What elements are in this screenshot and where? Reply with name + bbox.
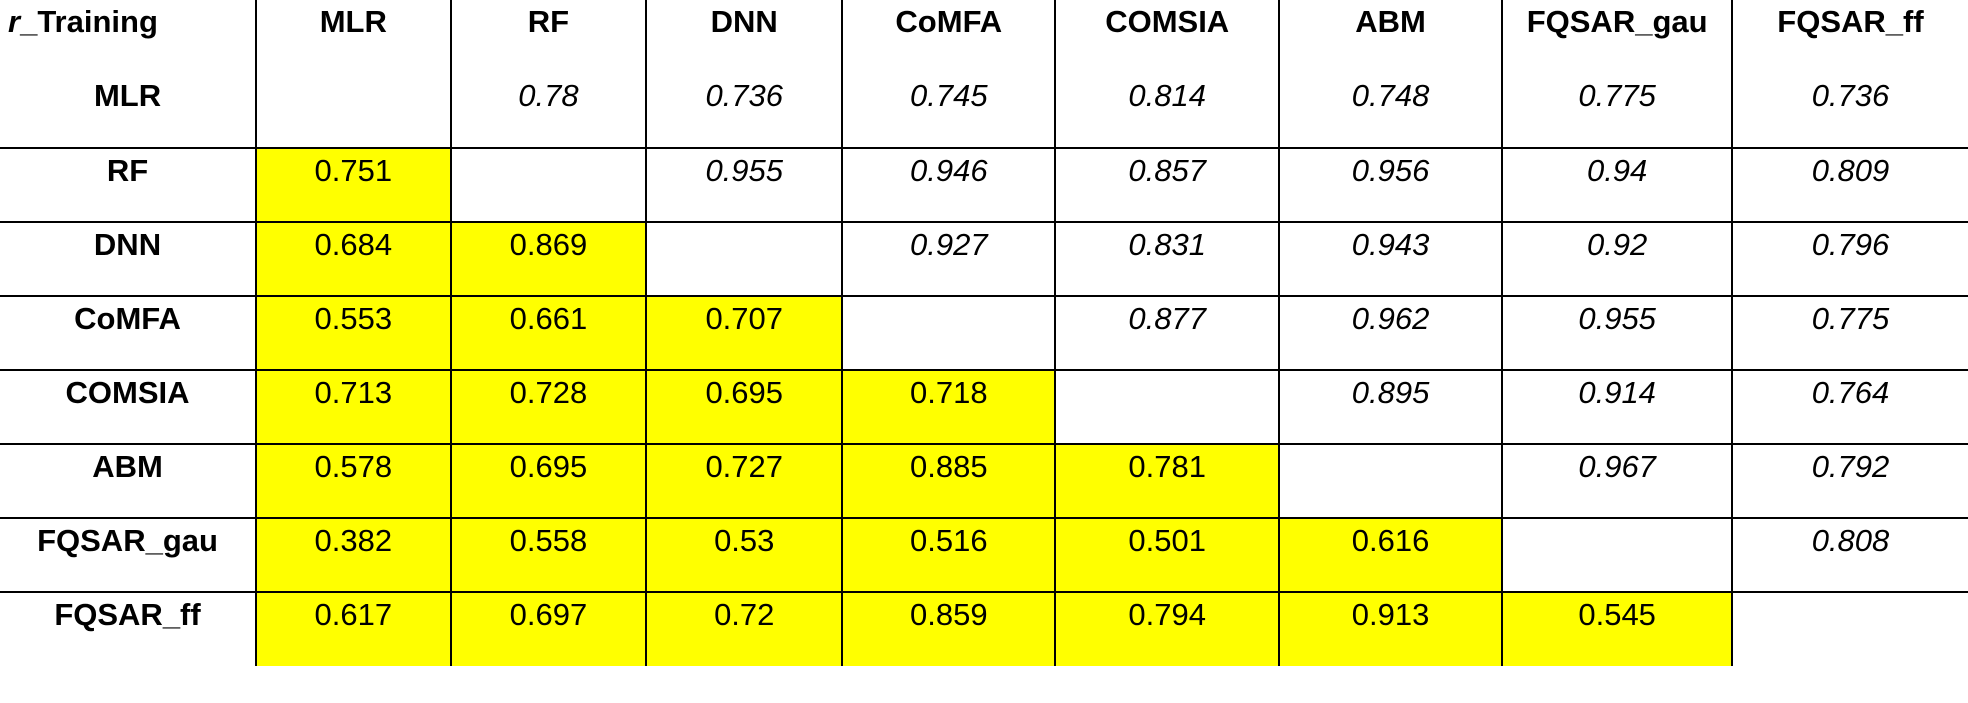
upper-cell: 0.792 bbox=[1730, 443, 1968, 519]
column-header: DNN bbox=[645, 0, 844, 74]
upper-cell: 0.814 bbox=[1054, 74, 1280, 149]
diagonal-cell bbox=[1054, 369, 1280, 445]
lower-cell: 0.707 bbox=[645, 295, 844, 371]
lower-cell: 0.695 bbox=[449, 443, 648, 519]
upper-cell: 0.895 bbox=[1277, 369, 1504, 445]
upper-cell: 0.955 bbox=[645, 147, 844, 223]
lower-cell: 0.727 bbox=[645, 443, 844, 519]
lower-cell: 0.684 bbox=[255, 221, 452, 297]
upper-cell: 0.927 bbox=[841, 221, 1057, 297]
lower-cell: 0.501 bbox=[1054, 517, 1280, 593]
lower-cell: 0.781 bbox=[1054, 443, 1280, 519]
lower-cell: 0.53 bbox=[645, 517, 844, 593]
diagonal-cell bbox=[1277, 443, 1504, 519]
diagonal-cell bbox=[1730, 591, 1968, 666]
lower-cell: 0.751 bbox=[255, 147, 452, 223]
lower-cell: 0.545 bbox=[1501, 591, 1733, 666]
upper-cell: 0.877 bbox=[1054, 295, 1280, 371]
header-row: r_Training MLR RF DNN CoMFA COMSIA ABM FQSAR_g… bbox=[0, 0, 1968, 74]
lower-cell: 0.728 bbox=[449, 369, 648, 445]
table-row: ABM 0.578 0.695 0.727 0.885 0.781 0.967 0.792 bbox=[0, 443, 1968, 519]
column-header: FQSAR_ff bbox=[1730, 0, 1968, 74]
lower-cell: 0.553 bbox=[255, 295, 452, 371]
upper-cell: 0.92 bbox=[1501, 221, 1733, 297]
upper-cell: 0.796 bbox=[1730, 221, 1968, 297]
upper-cell: 0.914 bbox=[1501, 369, 1733, 445]
upper-cell: 0.764 bbox=[1730, 369, 1968, 445]
upper-cell: 0.745 bbox=[841, 74, 1057, 149]
lower-cell: 0.382 bbox=[255, 517, 452, 593]
column-header: ABM bbox=[1277, 0, 1504, 74]
lower-cell: 0.869 bbox=[449, 221, 648, 297]
column-header: COMSIA bbox=[1054, 0, 1280, 74]
lower-cell: 0.617 bbox=[255, 591, 452, 666]
table-row: FQSAR_ff 0.617 0.697 0.72 0.859 0.794 0.913 0.5… bbox=[0, 591, 1968, 666]
corner-label: r_Training bbox=[0, 0, 258, 74]
upper-cell: 0.809 bbox=[1730, 147, 1968, 223]
table-row: COMSIA 0.713 0.728 0.695 0.718 0.895 0.914 0.76… bbox=[0, 369, 1968, 445]
row-header: FQSAR_gau bbox=[0, 517, 258, 593]
diagonal-cell bbox=[841, 295, 1057, 371]
upper-cell: 0.831 bbox=[1054, 221, 1280, 297]
upper-cell: 0.857 bbox=[1054, 147, 1280, 223]
lower-cell: 0.794 bbox=[1054, 591, 1280, 666]
column-header: RF bbox=[449, 0, 648, 74]
row-header: COMSIA bbox=[0, 369, 258, 445]
lower-cell: 0.72 bbox=[645, 591, 844, 666]
correlation-matrix-table: r_Training MLR RF DNN CoMFA COMSIA ABM FQSAR_g… bbox=[0, 0, 1968, 666]
row-header: DNN bbox=[0, 221, 258, 297]
lower-cell: 0.713 bbox=[255, 369, 452, 445]
row-header: ABM bbox=[0, 443, 258, 519]
corner-label-rest: _Training bbox=[20, 4, 158, 39]
lower-cell: 0.558 bbox=[449, 517, 648, 593]
matrix-body: MLR 0.78 0.736 0.745 0.814 0.748 0.775 0.736 RF 0… bbox=[0, 74, 1968, 666]
upper-cell: 0.808 bbox=[1730, 517, 1968, 593]
upper-cell: 0.775 bbox=[1730, 295, 1968, 371]
upper-cell: 0.967 bbox=[1501, 443, 1733, 519]
lower-cell: 0.718 bbox=[841, 369, 1057, 445]
upper-cell: 0.946 bbox=[841, 147, 1057, 223]
table-row: RF 0.751 0.955 0.946 0.857 0.956 0.94 0.809 bbox=[0, 147, 1968, 223]
diagonal-cell bbox=[1501, 517, 1733, 593]
lower-cell: 0.578 bbox=[255, 443, 452, 519]
diagonal-cell bbox=[449, 147, 648, 223]
column-header: MLR bbox=[255, 0, 452, 74]
corner-label-italic: r bbox=[8, 4, 21, 39]
column-header: FQSAR_gau bbox=[1501, 0, 1733, 74]
lower-cell: 0.516 bbox=[841, 517, 1057, 593]
lower-cell: 0.695 bbox=[645, 369, 844, 445]
diagonal-cell bbox=[255, 74, 452, 149]
row-header: MLR bbox=[0, 74, 258, 149]
upper-cell: 0.955 bbox=[1501, 295, 1733, 371]
row-header: RF bbox=[0, 147, 258, 223]
upper-cell: 0.736 bbox=[645, 74, 844, 149]
lower-cell: 0.913 bbox=[1277, 591, 1504, 666]
lower-cell: 0.661 bbox=[449, 295, 648, 371]
upper-cell: 0.962 bbox=[1277, 295, 1504, 371]
lower-cell: 0.885 bbox=[841, 443, 1057, 519]
row-header: CoMFA bbox=[0, 295, 258, 371]
table-row: CoMFA 0.553 0.661 0.707 0.877 0.962 0.955 0.775 bbox=[0, 295, 1968, 371]
row-header: FQSAR_ff bbox=[0, 591, 258, 666]
lower-cell: 0.616 bbox=[1277, 517, 1504, 593]
table-row: DNN 0.684 0.869 0.927 0.831 0.943 0.92 0.796 bbox=[0, 221, 1968, 297]
table-row: FQSAR_gau 0.382 0.558 0.53 0.516 0.501 0.616 0.… bbox=[0, 517, 1968, 593]
upper-cell: 0.736 bbox=[1730, 74, 1968, 149]
upper-cell: 0.78 bbox=[449, 74, 648, 149]
lower-cell: 0.859 bbox=[841, 591, 1057, 666]
upper-cell: 0.956 bbox=[1277, 147, 1504, 223]
diagonal-cell bbox=[645, 221, 844, 297]
upper-cell: 0.94 bbox=[1501, 147, 1733, 223]
upper-cell: 0.748 bbox=[1277, 74, 1504, 149]
table-row: MLR 0.78 0.736 0.745 0.814 0.748 0.775 0.736 bbox=[0, 74, 1968, 149]
lower-cell: 0.697 bbox=[449, 591, 648, 666]
upper-cell: 0.775 bbox=[1501, 74, 1733, 149]
upper-cell: 0.943 bbox=[1277, 221, 1504, 297]
column-header: CoMFA bbox=[841, 0, 1057, 74]
